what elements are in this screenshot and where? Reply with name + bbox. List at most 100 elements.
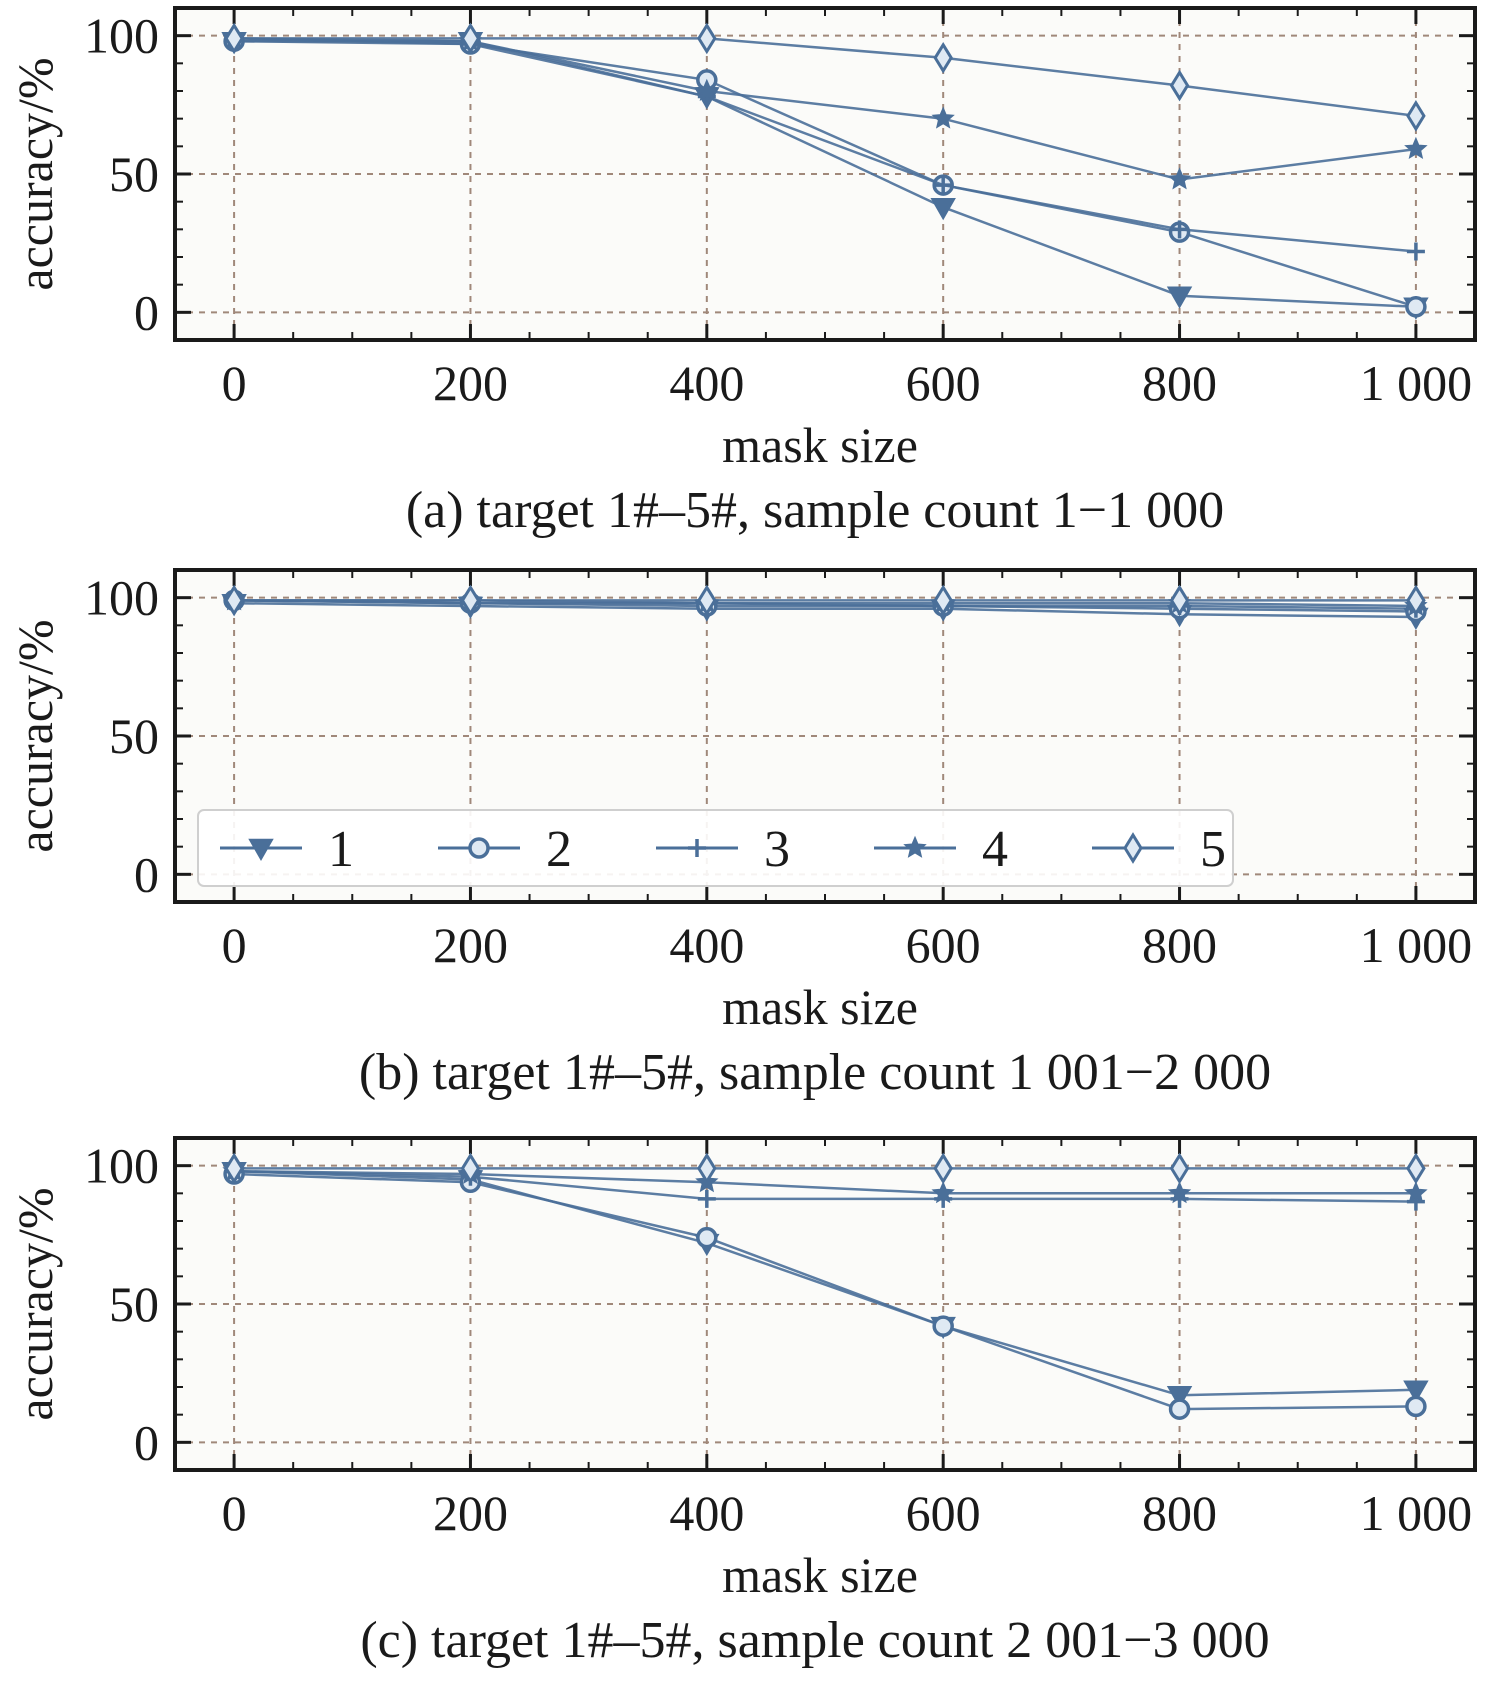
x-tick-label: 200 bbox=[433, 355, 508, 411]
series-line-4 bbox=[234, 1169, 1416, 1195]
data-point-5 bbox=[1406, 1152, 1426, 1185]
data-point-5 bbox=[224, 22, 244, 55]
data-point-5 bbox=[224, 1152, 244, 1185]
data-point-5 bbox=[460, 584, 481, 617]
x-tick-label: 600 bbox=[906, 355, 981, 411]
data-point-5 bbox=[460, 1152, 481, 1185]
legend-label: 5 bbox=[1200, 821, 1226, 878]
y-tick-label: 0 bbox=[134, 846, 159, 902]
y-tick-label: 100 bbox=[84, 8, 159, 64]
legend-label: 3 bbox=[764, 821, 790, 878]
x-tick-label: 800 bbox=[1142, 355, 1217, 411]
series-line-4 bbox=[234, 37, 1417, 181]
x-tick-label: 600 bbox=[906, 1485, 981, 1541]
chart-panel-b: 0 200 400 600 800 1 000 0 50 100 mask size accurac… bbox=[7, 568, 1477, 1101]
data-point-4 bbox=[695, 78, 719, 101]
data-point-2 bbox=[1405, 1395, 1427, 1418]
panel-caption: (c) target 1#–5#, sample count 2 001−3 0… bbox=[360, 1612, 1269, 1669]
x-axis-label: mask size bbox=[722, 979, 918, 1035]
legend-entry-2: 2 bbox=[438, 821, 572, 878]
x-tick-label: 200 bbox=[433, 1485, 508, 1541]
data-point-5 bbox=[933, 41, 953, 74]
data-point-4 bbox=[1167, 167, 1192, 190]
series-line-1 bbox=[234, 601, 1416, 619]
y-axis-label: accuracy/% bbox=[7, 57, 63, 290]
legend-marker bbox=[903, 835, 927, 858]
data-point-5 bbox=[1406, 100, 1426, 132]
x-tick-label: 0 bbox=[222, 355, 247, 411]
y-tick-label: 0 bbox=[134, 284, 159, 340]
series-5 bbox=[224, 22, 1426, 132]
x-tick-label: 400 bbox=[669, 355, 744, 411]
data-point-2 bbox=[1405, 296, 1427, 318]
chart-panel-c: 0 200 400 600 800 1 000 0 50 100 mask size accurac… bbox=[7, 1136, 1477, 1669]
data-point-1 bbox=[1166, 286, 1193, 309]
series-line-5 bbox=[234, 37, 1417, 118]
data-point-4 bbox=[1167, 1181, 1192, 1204]
y-tick-label: 50 bbox=[109, 708, 159, 764]
legend-marker bbox=[688, 839, 706, 857]
x-tick-label: 1 000 bbox=[1360, 1485, 1473, 1541]
data-point-5 bbox=[1406, 584, 1426, 617]
data-point-4 bbox=[1404, 136, 1428, 160]
data-point-5 bbox=[697, 1152, 717, 1185]
x-tick-label: 800 bbox=[1142, 1485, 1217, 1541]
series-line-3 bbox=[234, 1169, 1416, 1203]
series-line-3 bbox=[234, 599, 1416, 610]
data-point-3 bbox=[934, 176, 953, 195]
data-point-2 bbox=[696, 1226, 718, 1249]
data-point-4 bbox=[931, 106, 955, 129]
data-point-5 bbox=[1169, 584, 1190, 617]
x-tick-label: 1 000 bbox=[1360, 355, 1473, 411]
plot-frame bbox=[173, 568, 1477, 904]
data-point-5 bbox=[933, 1152, 953, 1185]
x-tick-label: 600 bbox=[906, 917, 981, 973]
data-point-4 bbox=[931, 1181, 955, 1204]
x-tick-label: 400 bbox=[669, 1485, 744, 1541]
x-tick-label: 800 bbox=[1142, 917, 1217, 973]
data-point-3 bbox=[1170, 220, 1189, 239]
y-axis-label: accuracy/% bbox=[7, 1187, 63, 1420]
data-point-3 bbox=[1406, 242, 1425, 261]
y-tick-label: 50 bbox=[109, 1276, 159, 1332]
legend-entry-4: 4 bbox=[874, 821, 1008, 878]
y-tick-label: 100 bbox=[84, 570, 159, 626]
x-axis-label: mask size bbox=[722, 1547, 918, 1603]
data-point-5 bbox=[697, 584, 717, 617]
legend-label: 2 bbox=[546, 821, 572, 878]
x-tick-label: 1 000 bbox=[1360, 917, 1473, 973]
y-axis-label: accuracy/% bbox=[7, 619, 63, 852]
panel-caption: (b) target 1#–5#, sample count 1 001−2 0… bbox=[359, 1044, 1271, 1101]
data-point-1 bbox=[1403, 1380, 1429, 1403]
data-point-5 bbox=[460, 22, 481, 55]
data-point-5 bbox=[697, 22, 717, 55]
legend-marker bbox=[1123, 832, 1143, 864]
legend-label: 1 bbox=[328, 821, 354, 878]
plot-frame bbox=[173, 6, 1477, 342]
data-point-4 bbox=[1404, 1180, 1428, 1204]
panel-caption: (a) target 1#–5#, sample count 1−1 000 bbox=[406, 482, 1224, 539]
legend-label: 4 bbox=[982, 821, 1008, 878]
data-point-1 bbox=[1166, 1386, 1193, 1409]
legend-entry-5: 5 bbox=[1092, 821, 1226, 878]
data-point-3 bbox=[697, 1189, 716, 1208]
x-tick-label: 200 bbox=[433, 917, 508, 973]
x-axis-label: mask size bbox=[722, 417, 918, 473]
series-5 bbox=[224, 1152, 1426, 1185]
series-line-3 bbox=[234, 37, 1417, 253]
legend: 1 2 3 4 5 bbox=[197, 809, 1234, 887]
data-point-5 bbox=[933, 584, 953, 617]
series-line-1 bbox=[234, 1169, 1416, 1397]
data-point-1 bbox=[930, 197, 956, 221]
y-tick-label: 100 bbox=[84, 1138, 159, 1194]
chart-panel-a: 0 200 400 600 800 1 000 0 50 100 mask size accurac… bbox=[7, 6, 1477, 539]
series-line-2 bbox=[234, 1172, 1416, 1411]
x-tick-label: 0 bbox=[222, 1485, 247, 1541]
y-tick-label: 50 bbox=[109, 146, 159, 202]
legend-marker bbox=[248, 838, 274, 862]
series-5 bbox=[224, 584, 1426, 617]
x-tick-label: 0 bbox=[222, 917, 247, 973]
data-point-5 bbox=[1169, 1152, 1190, 1185]
legend-marker bbox=[468, 837, 490, 859]
